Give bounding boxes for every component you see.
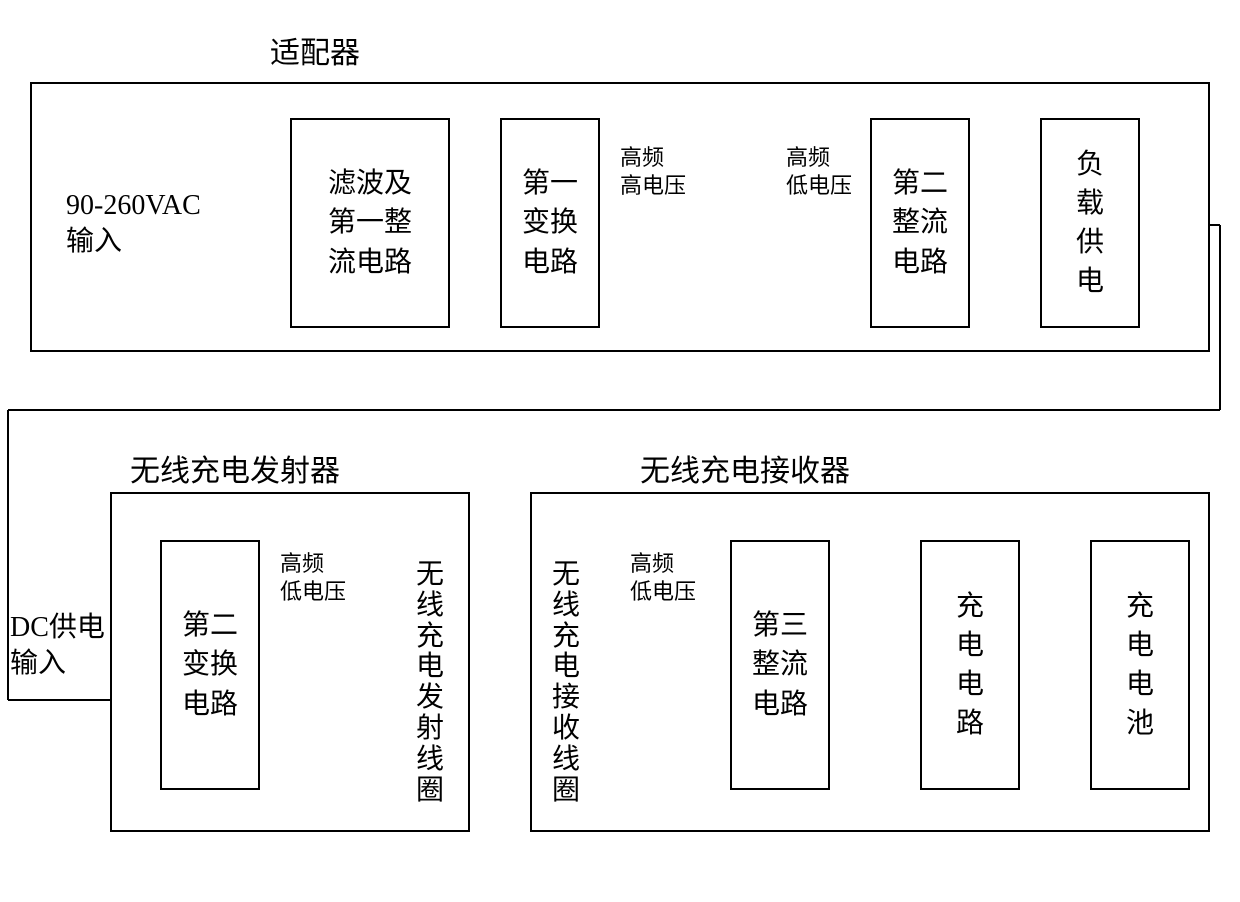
third-rect-text: 第三 整流 电路 [752,606,808,724]
hf-hv-l1: 高频 [620,145,664,170]
adapter-title: 适配器 [270,28,360,72]
hf-lv-rx-l2: 低电压 [630,579,696,604]
hf-lv-label-top: 高频 低电压 [786,144,852,199]
hf-lv-top-l1: 高频 [786,145,830,170]
ac-input-l2: 输入 [66,226,122,257]
hf-lv-tx-l1: 高频 [280,551,324,576]
hf-hv-l2: 高电压 [620,173,686,198]
rx-coil-label: 无线充电接收线圈 [552,560,582,806]
hf-lv-label-tx: 高频 低电压 [280,550,346,605]
tx-title: 无线充电发射器 [130,446,340,490]
charge-batt-text: 充 电 电 池 [1126,587,1154,744]
second-conv-text: 第二 变换 电路 [182,606,238,724]
ac-input-label: 90-260VAC 输入 [66,188,201,261]
first-conv-block: 第一 变换 电路 [500,118,600,328]
hf-lv-top-l2: 低电压 [786,173,852,198]
hf-hv-label: 高频 高电压 [620,144,686,199]
ac-input-l1: 90-260VAC [66,190,201,221]
hf-lv-tx-l2: 低电压 [280,579,346,604]
third-rect-block: 第三 整流 电路 [730,540,830,790]
load-supply-text: 负 载 供 电 [1076,145,1104,302]
second-rect-text: 第二 整流 电路 [892,164,948,282]
rx-title: 无线充电接收器 [640,446,850,490]
dc-input-label: DC供电 输入 [10,610,105,683]
filter-first-rect-text: 滤波及 第一整 流电路 [328,164,412,282]
second-conv-block: 第二 变换 电路 [160,540,260,790]
first-conv-text: 第一 变换 电路 [522,164,578,282]
filter-first-rect-block: 滤波及 第一整 流电路 [290,118,450,328]
hf-lv-rx-l1: 高频 [630,551,674,576]
hf-lv-label-rx: 高频 低电压 [630,550,696,605]
tx-coil-label: 无线充电发射线圈 [416,560,446,806]
adapter-container [30,82,1210,352]
charge-ckt-block: 充 电 电 路 [920,540,1020,790]
dc-input-l1: DC供电 [10,612,105,643]
load-supply-block: 负 载 供 电 [1040,118,1140,328]
charge-ckt-text: 充 电 电 路 [956,587,984,744]
charge-batt-block: 充 电 电 池 [1090,540,1190,790]
second-rect-block: 第二 整流 电路 [870,118,970,328]
dc-input-l2: 输入 [10,648,66,679]
